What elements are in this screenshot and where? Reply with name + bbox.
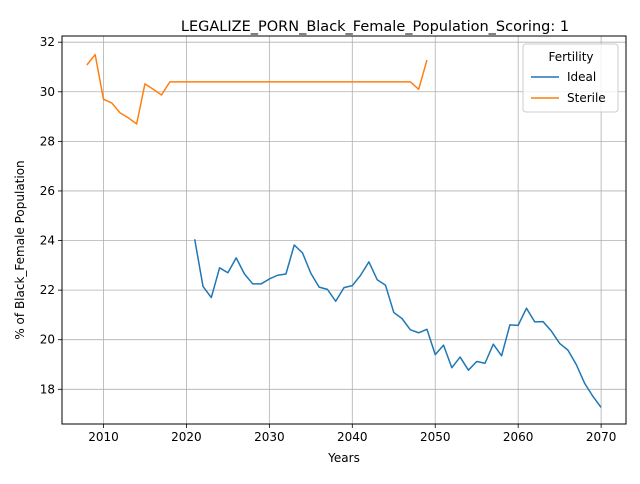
series-line-ideal (193, 239, 602, 408)
y-tick-label: 18 (40, 382, 55, 396)
x-tick-label: 2040 (337, 430, 368, 444)
legend-label-sterile: Sterile (567, 91, 606, 105)
legend-title: Fertility (548, 50, 593, 64)
grid-lines (62, 36, 626, 424)
legend: Fertility Ideal Sterile (522, 43, 619, 113)
y-tick-label: 22 (40, 283, 55, 297)
y-tick-label: 26 (40, 184, 55, 198)
series-lines (86, 53, 602, 408)
x-axis-label: Years (327, 451, 360, 465)
x-tick-label: 2050 (420, 430, 451, 444)
x-tick-label: 2060 (503, 430, 534, 444)
axis-ticks: 2010 2020 2030 2040 2050 2060 2070 18 20 22 24 26 28… (40, 35, 617, 444)
x-tick-label: 2030 (254, 430, 285, 444)
x-tick-label: 2070 (586, 430, 617, 444)
plot-area-frame (61, 35, 627, 425)
y-tick-label: 20 (40, 333, 55, 347)
series-line-sterile (86, 53, 428, 125)
legend-box (522, 43, 619, 113)
y-tick-label: 32 (40, 35, 55, 49)
x-tick-label: 2020 (171, 430, 202, 444)
x-tick-label: 2010 (88, 430, 119, 444)
y-tick-label: 30 (40, 85, 55, 99)
legend-label-ideal: Ideal (567, 70, 596, 84)
y-tick-label: 28 (40, 134, 55, 148)
y-axis-label: % of Black_Female Population (13, 160, 27, 339)
y-tick-label: 24 (40, 234, 55, 248)
chart-title: LEGALIZE_PORN_Black_Female_Population_Sc… (181, 19, 569, 35)
